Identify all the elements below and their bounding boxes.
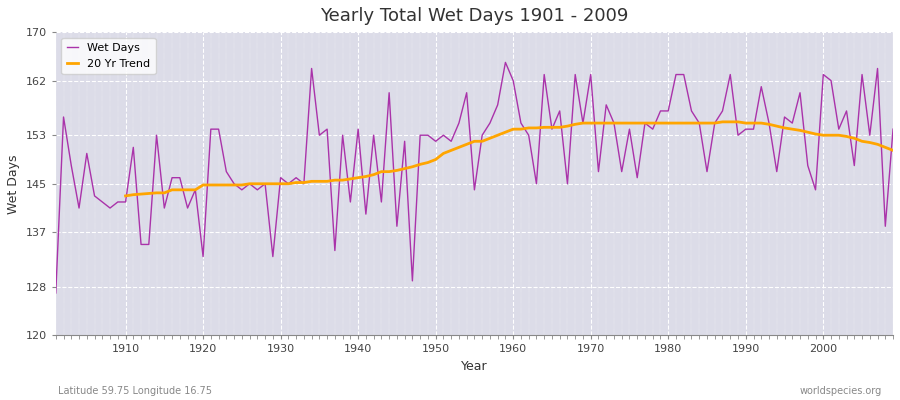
- 20 Yr Trend: [717, 120, 728, 124]
- Wet Days: [283, 181, 293, 186]
- Y-axis label: Wet Days: Wet Days: [7, 154, 20, 214]
- Wet Days: [608, 121, 619, 126]
- 20 Yr Trend: [857, 139, 868, 144]
- Wet Days: [500, 60, 511, 65]
- 20 Yr Trend: [578, 121, 589, 126]
- Wet Days: [887, 127, 898, 132]
- Line: Wet Days: Wet Days: [56, 62, 893, 293]
- 20 Yr Trend: [299, 180, 310, 185]
- Wet Days: [50, 290, 61, 295]
- 20 Yr Trend: [267, 181, 278, 186]
- 20 Yr Trend: [887, 148, 898, 153]
- X-axis label: Year: Year: [461, 360, 488, 373]
- Wet Days: [329, 248, 340, 253]
- Line: 20 Yr Trend: 20 Yr Trend: [126, 122, 893, 196]
- Legend: Wet Days, 20 Yr Trend: Wet Days, 20 Yr Trend: [61, 38, 156, 74]
- Wet Days: [516, 121, 526, 126]
- 20 Yr Trend: [516, 127, 526, 132]
- Wet Days: [112, 200, 123, 204]
- 20 Yr Trend: [833, 133, 844, 138]
- Text: worldspecies.org: worldspecies.org: [800, 386, 882, 396]
- Text: Latitude 59.75 Longitude 16.75: Latitude 59.75 Longitude 16.75: [58, 386, 212, 396]
- 20 Yr Trend: [121, 194, 131, 198]
- Wet Days: [508, 78, 518, 83]
- Title: Yearly Total Wet Days 1901 - 2009: Yearly Total Wet Days 1901 - 2009: [320, 7, 628, 25]
